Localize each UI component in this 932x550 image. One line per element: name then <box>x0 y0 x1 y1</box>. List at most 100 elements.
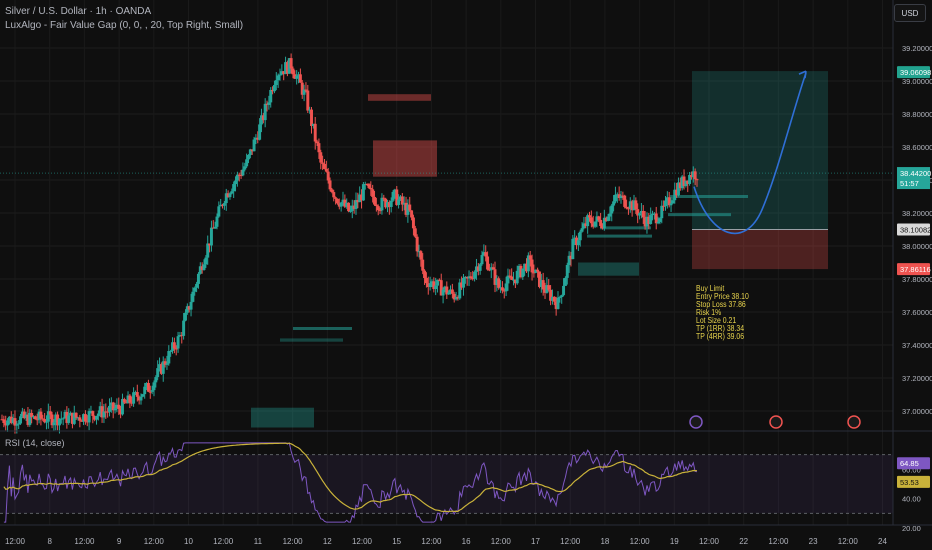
candle-body <box>108 405 111 412</box>
candle-body <box>408 204 412 211</box>
rsi-value-badge-bg <box>897 457 930 470</box>
candle-body <box>109 402 113 406</box>
y-tick-label: 39.20000 <box>902 44 932 53</box>
candle-body <box>339 202 343 207</box>
candle-body <box>656 221 660 224</box>
x-tick-label: 12:00 <box>283 537 304 546</box>
candle-body <box>133 392 137 394</box>
candle-body <box>552 296 556 302</box>
candle-body <box>219 204 223 207</box>
candle-body <box>547 285 551 290</box>
candle-body <box>400 196 404 205</box>
candle-body <box>469 276 473 279</box>
candle-body <box>578 231 582 241</box>
trade-note-line: TP (4RR) 39.06 <box>696 332 745 341</box>
candle-body <box>4 423 8 426</box>
candle-body <box>28 412 32 425</box>
candle-body <box>208 243 212 246</box>
candle-body <box>613 194 617 202</box>
candle-body <box>308 109 312 111</box>
candle-body <box>232 184 236 192</box>
candle-body <box>32 416 35 418</box>
candle-body <box>0 419 4 421</box>
candle-body <box>139 396 143 401</box>
candle-body <box>137 396 141 401</box>
candle-body <box>584 223 588 227</box>
candle-body <box>567 255 571 266</box>
rsi-band <box>0 454 893 514</box>
candle-body <box>504 283 508 292</box>
candle-body <box>196 273 200 284</box>
candle-body <box>617 194 621 199</box>
fvg-line <box>293 327 352 330</box>
lightning-icon <box>689 415 703 429</box>
x-tick-label: 12:00 <box>421 537 442 546</box>
candle-body <box>174 348 178 350</box>
candle-body <box>395 189 399 205</box>
event-markers[interactable] <box>689 415 861 429</box>
loss-zone <box>692 229 828 270</box>
candle-body <box>411 217 415 229</box>
y-tick-label: 37.20000 <box>902 374 932 383</box>
candle-body <box>487 269 491 271</box>
candle-body <box>198 266 202 274</box>
candle-body <box>285 62 289 74</box>
candle-body <box>252 139 256 152</box>
candle-body <box>602 217 606 229</box>
candle-body <box>248 149 252 155</box>
fvg-box <box>368 94 431 101</box>
candle-body <box>234 180 237 185</box>
candle-body <box>652 213 656 215</box>
candle-body <box>22 411 26 419</box>
candle-body <box>284 62 288 75</box>
candle-body <box>213 226 217 229</box>
candle-body <box>454 297 458 300</box>
candle-body <box>352 205 356 209</box>
candle-body <box>612 201 616 206</box>
candle-body <box>191 291 195 302</box>
candle-body <box>380 197 384 211</box>
candle-body <box>576 240 580 246</box>
candle-body <box>486 256 490 270</box>
y-tick-label: 38.00000 <box>902 242 932 251</box>
candle-body <box>245 159 249 167</box>
candle-body <box>686 180 690 184</box>
candle-body <box>59 418 63 420</box>
flag-icon <box>769 415 783 429</box>
candle-body <box>254 137 258 140</box>
candle-body <box>15 424 19 426</box>
candle-body <box>95 415 98 420</box>
candle-body <box>387 202 391 207</box>
long-position-tool[interactable] <box>0 71 893 270</box>
candle-body <box>513 279 517 284</box>
candle-body <box>343 199 347 207</box>
candle-body <box>132 392 136 404</box>
candle-body <box>626 208 630 210</box>
candle-body <box>11 418 15 423</box>
candle-body <box>424 278 428 284</box>
rsi-pane <box>0 442 893 523</box>
currency-button[interactable]: USD <box>894 4 926 22</box>
candle-body <box>185 306 189 313</box>
candle-body <box>539 280 543 287</box>
x-tick-label: 22 <box>739 537 748 546</box>
candle-body <box>241 169 245 176</box>
candle-body <box>102 411 106 418</box>
candle-body <box>61 418 65 420</box>
indicator-title: LuxAlgo - Fair Value Gap (0, 0, , 20, To… <box>5 20 244 31</box>
candle-body <box>632 200 636 211</box>
candle-body <box>556 297 560 309</box>
candle-body <box>445 286 449 295</box>
candle-body <box>189 301 193 310</box>
candle-body <box>662 205 666 207</box>
candle-body <box>24 414 28 419</box>
candle-body <box>56 414 60 426</box>
candle-body <box>235 174 239 181</box>
candle-body <box>54 414 58 423</box>
candle-body <box>243 166 247 170</box>
candle-body <box>447 292 451 295</box>
stop-price-badge-bg <box>897 263 930 276</box>
candle-body <box>478 264 482 271</box>
candle-body <box>202 264 206 270</box>
